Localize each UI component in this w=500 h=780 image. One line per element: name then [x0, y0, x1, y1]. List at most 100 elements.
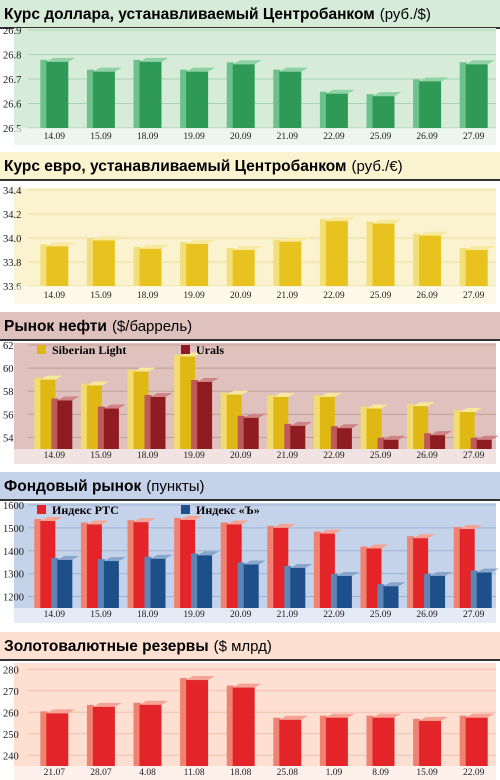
bar-value	[325, 717, 348, 766]
bar-siberian-light-side	[127, 369, 135, 449]
bar-value-top	[465, 60, 495, 65]
section-header-rule	[0, 179, 500, 181]
bar-индекс-ртс-top	[459, 525, 482, 530]
x-tick-label: 21.07	[44, 768, 66, 778]
x-tick-label: 15.09	[90, 132, 112, 142]
bar-индекс-ртс-top	[226, 520, 249, 525]
section-header-rule	[0, 339, 500, 341]
chart-unit: (пункты)	[146, 478, 204, 495]
bar-индекс-ртс-side	[267, 525, 275, 608]
bar-value-top	[92, 67, 122, 72]
bar-value	[92, 240, 115, 286]
x-tick-label: 21.09	[277, 291, 299, 301]
bar-siberian-light-side	[407, 404, 415, 449]
legend-label: Индекс «Ъ»	[196, 503, 260, 517]
x-tick-label: 14.09	[44, 132, 66, 142]
bar-value	[465, 64, 488, 128]
bar-индекс-ртс-side	[127, 520, 135, 608]
bar-urals-side	[51, 398, 59, 449]
bar-value-top	[139, 700, 169, 705]
bar-индекс-ртс-top	[180, 515, 203, 520]
x-tick-label: 25.09	[370, 291, 392, 301]
section-header-bg	[0, 0, 500, 27]
bar-value-side	[40, 711, 48, 766]
bar-value-top	[279, 67, 309, 72]
bar-siberian-light-top	[86, 381, 109, 386]
bar-value	[419, 720, 442, 766]
bar-value-side	[459, 248, 467, 286]
bar-индекс-ртс-top	[86, 520, 109, 525]
bar-value-side	[366, 94, 374, 128]
bar-urals	[103, 408, 119, 449]
x-tick-label: 18.09	[137, 291, 159, 301]
bar-value	[232, 687, 255, 766]
x-tick-label: 19.09	[183, 291, 205, 301]
bar-индекс-«ъ»	[197, 555, 213, 608]
bar-value-side	[133, 59, 141, 128]
x-tick-label: 20.09	[230, 132, 252, 142]
x-axis-band	[14, 766, 496, 780]
bar-value	[186, 71, 209, 128]
bar-value-top	[279, 237, 309, 242]
bar-value-top	[465, 713, 495, 718]
chart-title-text: Фондовый рынок	[4, 478, 142, 495]
bar-value-side	[366, 715, 374, 766]
bar-индекс-«ъ»-side	[144, 556, 152, 608]
x-tick-label: 4.08	[139, 768, 156, 778]
bar-индекс-«ъ»	[336, 575, 352, 608]
section-header-rule	[0, 659, 500, 661]
bar-индекс-ртс-top	[40, 517, 63, 522]
bar-value-side	[319, 91, 327, 128]
bar-value	[279, 71, 302, 128]
x-tick-label: 21.09	[277, 132, 299, 142]
bar-индекс-«ъ»	[150, 558, 166, 608]
bar-value-top	[325, 89, 355, 94]
chart-unit: (руб./€)	[351, 158, 402, 175]
bar-value-side	[226, 248, 234, 286]
bar-value-side	[273, 717, 281, 766]
bar-value	[325, 93, 348, 128]
bar-urals-top	[150, 393, 173, 397]
section-header-bg	[0, 312, 500, 339]
bar-value-side	[413, 79, 421, 128]
bar-индекс-ртс-side	[34, 519, 42, 608]
x-tick-label: 15.09	[90, 610, 112, 620]
bar-индекс-«ъ»	[57, 559, 73, 608]
bar-value-top	[186, 240, 216, 244]
y-tick-label: 26.6	[3, 100, 21, 111]
bar-индекс-«ъ»	[476, 572, 492, 608]
bar-value-top	[46, 709, 76, 714]
legend-swatch	[181, 345, 190, 354]
x-tick-label: 27.09	[463, 291, 485, 301]
bar-urals	[150, 397, 166, 449]
bar-siberian-light-top	[226, 390, 249, 395]
y-tick-label: 60	[3, 364, 14, 375]
bar-value	[465, 250, 488, 286]
bar-value-top	[325, 217, 355, 222]
bar-value-side	[319, 219, 327, 286]
bar-индекс-ртс-top	[273, 523, 296, 528]
bar-value	[279, 241, 302, 286]
bar-urals-side	[191, 379, 199, 449]
bar-индекс-ртс-side	[80, 522, 88, 608]
y-tick-label: 26.7	[3, 75, 21, 86]
x-tick-label: 15.09	[90, 451, 112, 461]
bar-urals-top	[430, 431, 453, 436]
chart-unit: ($/баррель)	[112, 318, 192, 335]
bar-value-side	[459, 715, 467, 766]
y-tick-label: 58	[3, 387, 14, 398]
chart-title-text: Золотовалютные резервы	[4, 638, 209, 655]
bar-value-side	[86, 238, 94, 286]
bar-siberian-light-top	[273, 393, 296, 397]
bar-индекс-ртс-top	[319, 529, 342, 534]
x-tick-label: 11.08	[184, 768, 205, 778]
bar-value-top	[372, 219, 402, 224]
x-tick-label: 25.08	[277, 768, 299, 778]
bar-value	[279, 719, 302, 766]
legend-label: Siberian Light	[52, 343, 126, 357]
x-tick-label: 20.09	[230, 451, 252, 461]
bar-value-side	[273, 239, 281, 286]
bar-индекс-«ъ»-side	[237, 562, 245, 608]
y-tick-label: 270	[3, 687, 19, 698]
bar-urals-side	[144, 395, 152, 449]
